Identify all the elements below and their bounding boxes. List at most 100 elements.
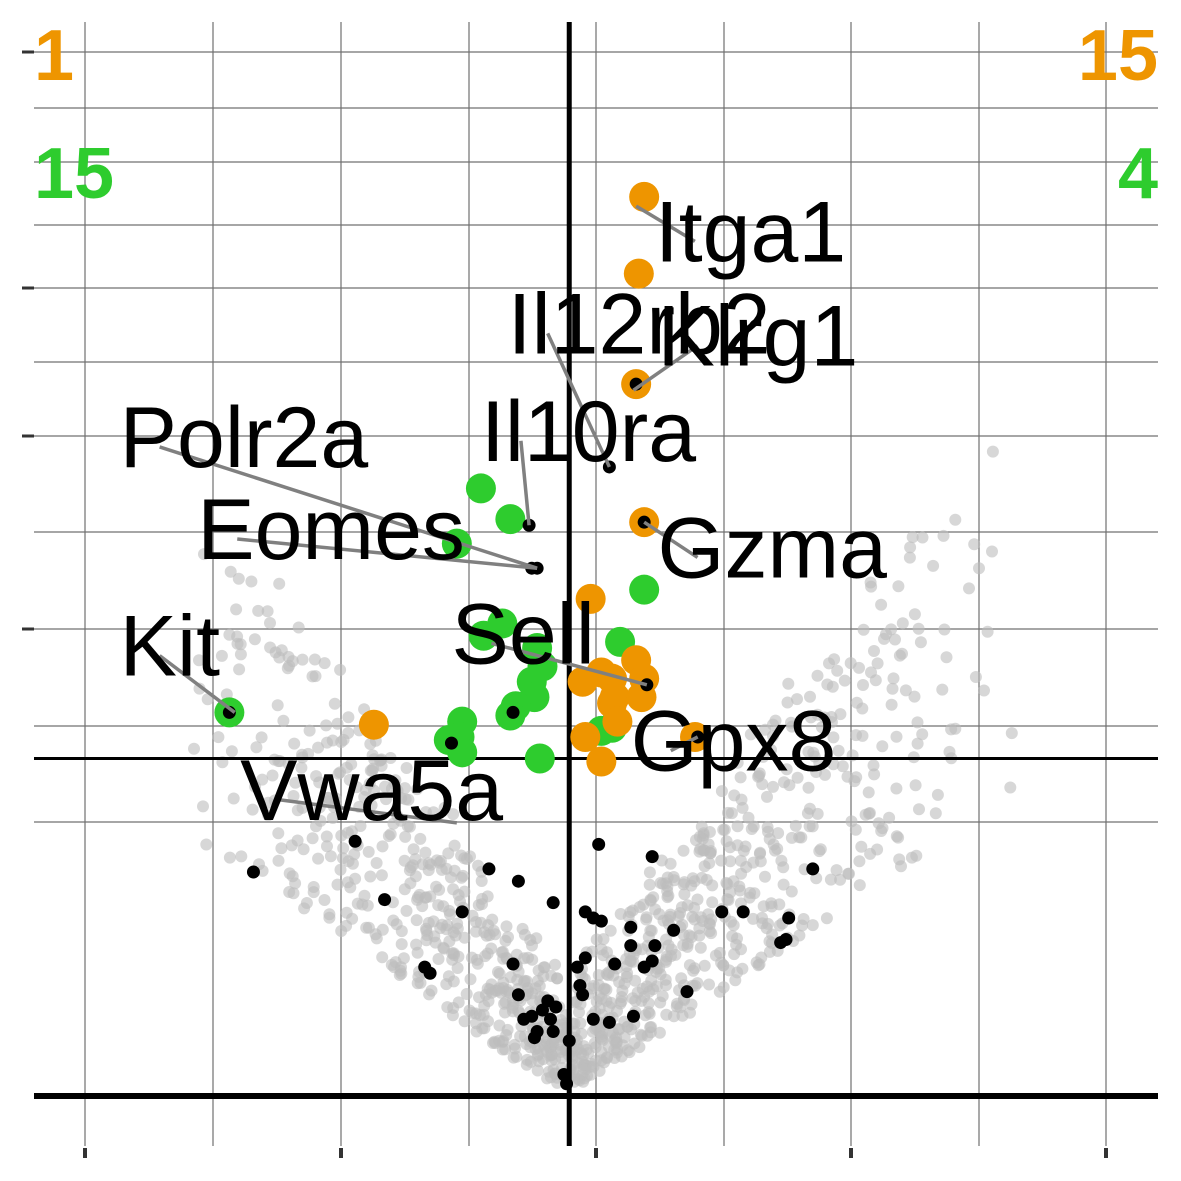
count-green-right: 4 xyxy=(1118,134,1158,214)
background-point xyxy=(537,970,550,983)
count-green-left: 15 xyxy=(34,134,114,214)
background-point xyxy=(834,708,847,721)
background-point xyxy=(684,1006,696,1019)
background-point xyxy=(826,680,839,693)
background-point xyxy=(485,986,498,999)
background-point xyxy=(447,808,460,821)
background-point xyxy=(700,873,713,886)
background-point xyxy=(472,859,485,872)
background-point xyxy=(753,847,766,860)
black-point xyxy=(511,874,525,888)
background-point xyxy=(376,840,389,853)
background-point xyxy=(820,912,833,925)
background-point xyxy=(763,935,776,948)
background-point xyxy=(643,878,656,891)
gene-label-vwa5a: Vwa5a xyxy=(240,743,503,839)
background-point xyxy=(291,834,304,847)
background-point xyxy=(869,674,882,687)
background-point xyxy=(551,972,564,985)
background-point xyxy=(659,973,672,986)
background-point xyxy=(200,838,213,851)
background-point xyxy=(644,924,657,937)
background-point xyxy=(642,997,655,1010)
background-point xyxy=(272,827,285,840)
background-point xyxy=(323,908,336,921)
black-point xyxy=(517,1012,531,1026)
background-point xyxy=(472,899,485,912)
background-point xyxy=(908,608,921,621)
orange-point xyxy=(567,666,598,697)
background-point xyxy=(843,867,855,880)
background-point xyxy=(401,820,414,833)
background-point xyxy=(641,1029,654,1042)
background-point xyxy=(197,800,209,813)
leader-line-il12rb2 xyxy=(546,332,611,468)
background-point xyxy=(880,628,892,641)
background-point xyxy=(532,1042,544,1055)
background-point xyxy=(795,831,808,844)
black-point xyxy=(423,966,437,980)
background-point xyxy=(804,690,816,703)
background-point xyxy=(500,920,513,933)
background-point xyxy=(857,623,870,636)
black-point xyxy=(570,960,584,974)
background-point xyxy=(713,946,726,959)
background-point xyxy=(507,1051,520,1064)
background-point xyxy=(653,1026,666,1039)
background-point xyxy=(404,877,417,890)
orange-point xyxy=(629,181,660,212)
background-point xyxy=(906,531,919,544)
background-point xyxy=(723,964,736,977)
background-point xyxy=(464,973,477,986)
background-point xyxy=(681,940,694,953)
background-point xyxy=(613,976,626,988)
background-point xyxy=(409,853,422,866)
background-point xyxy=(604,924,617,937)
background-point xyxy=(718,823,731,836)
background-point xyxy=(212,731,225,744)
background-point xyxy=(277,714,290,727)
background-point xyxy=(281,662,294,675)
background-point xyxy=(531,1064,544,1077)
background-point xyxy=(387,817,400,830)
black-point xyxy=(444,736,458,750)
background-point xyxy=(742,811,755,824)
background-point xyxy=(268,794,281,807)
background-point xyxy=(853,879,866,892)
background-point xyxy=(904,541,917,554)
black-point xyxy=(246,865,260,879)
background-point xyxy=(914,636,927,649)
background-point xyxy=(256,773,269,786)
background-point xyxy=(801,807,814,820)
leader-line-il10ra xyxy=(519,440,531,526)
background-point xyxy=(704,847,717,859)
background-point xyxy=(911,737,924,750)
background-point xyxy=(731,820,744,833)
background-point xyxy=(255,731,268,744)
background-point xyxy=(762,825,774,838)
background-point xyxy=(370,932,383,945)
background-point xyxy=(275,644,288,657)
background-point xyxy=(876,822,889,835)
black-point xyxy=(592,837,606,851)
background-point xyxy=(807,746,820,759)
black-point xyxy=(511,988,525,1002)
background-point xyxy=(908,690,921,703)
background-point xyxy=(502,931,514,944)
black-point xyxy=(624,939,638,953)
background-point xyxy=(969,671,982,683)
background-point xyxy=(546,1036,559,1049)
background-point xyxy=(633,1041,646,1054)
background-point xyxy=(876,740,889,753)
black-point xyxy=(680,985,694,999)
background-point xyxy=(916,531,929,544)
background-point xyxy=(395,925,408,938)
background-point xyxy=(963,582,975,595)
background-point xyxy=(743,891,756,904)
background-point xyxy=(735,867,748,880)
background-point xyxy=(376,951,389,964)
background-point xyxy=(235,850,248,863)
background-point xyxy=(698,959,711,972)
background-point xyxy=(602,969,615,982)
background-point xyxy=(819,768,831,781)
